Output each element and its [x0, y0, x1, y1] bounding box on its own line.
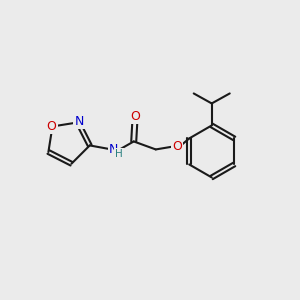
Text: N: N [74, 115, 84, 128]
Text: O: O [130, 110, 140, 123]
Text: N: N [109, 143, 118, 156]
Text: O: O [46, 120, 56, 133]
Text: O: O [172, 140, 182, 153]
Text: H: H [115, 149, 123, 159]
